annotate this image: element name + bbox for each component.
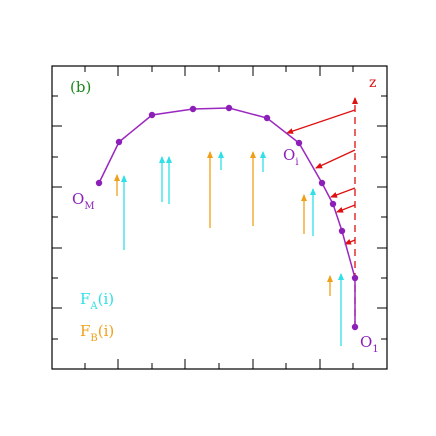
chain-node [318, 179, 326, 187]
chain-nodes [95, 104, 359, 331]
chain-node [95, 179, 103, 187]
frame-arrow-icon [315, 149, 356, 169]
chain-node [351, 323, 359, 331]
force-arrows [114, 151, 344, 346]
chain-node [189, 105, 197, 113]
frame-arrow-icon [344, 238, 356, 245]
legend-fb: FB(i) [80, 322, 114, 344]
chain-line [98, 107, 356, 327]
frame-arrow-icon [286, 109, 356, 134]
frame-arrow-icon [336, 204, 356, 213]
label-o1: O1 [360, 333, 379, 355]
chain-node [263, 114, 271, 122]
chain-node [338, 227, 346, 235]
z-axis-label: z [369, 75, 376, 91]
frame-arrow-icon [330, 187, 356, 198]
label-om: OM [72, 190, 95, 212]
chain-node [115, 138, 123, 146]
label-oi: Oi [283, 146, 299, 168]
panel-label: (b) [70, 78, 91, 96]
chain-node [295, 139, 303, 147]
chain-node [225, 104, 233, 112]
chain-node [351, 274, 359, 282]
chain-node [148, 111, 156, 119]
legend-fa: FA(i) [80, 290, 114, 312]
frame-arrows [286, 109, 356, 245]
chain-node [329, 200, 337, 208]
frame-ticks [52, 66, 387, 369]
